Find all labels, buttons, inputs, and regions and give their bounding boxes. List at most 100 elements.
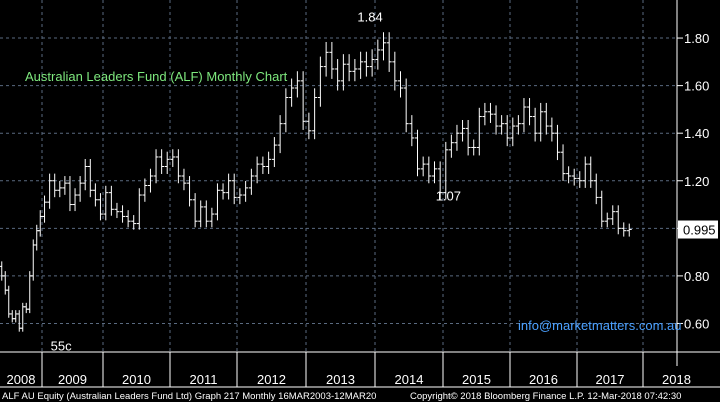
x-tick-label: 2012 bbox=[257, 372, 286, 387]
x-axis-ticks: 2008 2009 2010 2011 2012 2013 2014 2015 2016 2017… bbox=[7, 352, 691, 387]
ohlc-bar bbox=[375, 39, 381, 70]
ohlc-bar bbox=[231, 173, 237, 205]
ohlc-bar bbox=[192, 193, 198, 228]
ohlc-bar bbox=[560, 144, 566, 181]
ohlc-bar bbox=[72, 188, 78, 212]
ohlc-bar bbox=[271, 137, 277, 168]
ohlc-bar bbox=[214, 183, 220, 221]
ohlc-bar bbox=[482, 102, 488, 126]
ohlc-bar bbox=[369, 49, 375, 77]
ohlc-bar bbox=[604, 212, 610, 228]
ohlc-bar bbox=[294, 71, 300, 98]
watermark-email: info@marketmatters.com.au bbox=[518, 318, 681, 333]
ohlc-bar bbox=[125, 210, 131, 228]
ohlc-bar bbox=[306, 112, 312, 140]
ohlc-bar bbox=[403, 78, 409, 133]
ohlc-bar bbox=[515, 115, 521, 135]
ohlc-bar bbox=[329, 41, 335, 79]
x-tick-label: 2015 bbox=[462, 372, 491, 387]
y-tick-label: 1.40 bbox=[684, 126, 709, 141]
ohlc-bar bbox=[266, 151, 272, 174]
ohlc-bar bbox=[415, 129, 420, 177]
ohlc-bar bbox=[521, 98, 527, 133]
ohlc-bar bbox=[254, 156, 260, 184]
y-tick-label: 0.80 bbox=[684, 269, 709, 284]
last-price-box bbox=[678, 220, 718, 239]
ohlc-bar bbox=[237, 188, 243, 205]
ohlc-bar bbox=[187, 176, 193, 207]
ohlc-bar bbox=[52, 173, 58, 198]
ohlc-bar bbox=[392, 51, 398, 91]
ohlc-bar bbox=[487, 102, 493, 123]
ohlc-bar bbox=[448, 134, 454, 158]
ohlc-bar bbox=[57, 180, 63, 198]
ohlc-bar bbox=[437, 161, 443, 200]
ohlc-bar bbox=[283, 88, 289, 133]
ohlc-bar bbox=[97, 193, 103, 221]
ohlc-bar bbox=[159, 149, 165, 174]
ohlc-bar bbox=[248, 168, 254, 195]
ohlc-bar bbox=[47, 173, 53, 209]
ohlc-bar bbox=[588, 156, 594, 188]
x-tick-label: 2010 bbox=[122, 372, 151, 387]
ohlc-bar bbox=[420, 156, 426, 177]
ohlc-bar bbox=[77, 176, 83, 202]
ohlc-bar bbox=[323, 41, 329, 77]
ohlc-bar bbox=[220, 183, 226, 200]
horizontal-grid bbox=[0, 37, 677, 324]
ohlc-bar bbox=[82, 158, 88, 191]
ohlc-bar bbox=[67, 176, 73, 212]
ohlc-bar bbox=[277, 115, 283, 154]
ohlc-bar bbox=[335, 59, 341, 91]
ohlc-bar bbox=[549, 117, 555, 142]
ohlc-bar bbox=[317, 56, 323, 107]
ohlc-bar bbox=[593, 173, 599, 205]
ohlc-bar bbox=[108, 185, 114, 216]
ohlc-bar bbox=[409, 115, 415, 147]
y-axis-ticks: 0.60 0.80 0.995 1.20 1.40 1.60 1.80 bbox=[677, 31, 718, 331]
ohlc-bar bbox=[493, 105, 499, 135]
ohlc-bar bbox=[340, 54, 346, 91]
ohlc-bar bbox=[147, 168, 153, 193]
ohlc-bar bbox=[87, 158, 93, 198]
x-tick-label: 2016 bbox=[529, 372, 558, 387]
chart-annotations: 1.84 55c 1.07 bbox=[51, 10, 461, 354]
ohlc-bar bbox=[532, 107, 538, 142]
ohlc-bar bbox=[312, 88, 318, 140]
y-tick-label: 0.60 bbox=[684, 316, 709, 331]
ohlc-bar bbox=[571, 168, 577, 186]
annotation-label: 1.84 bbox=[357, 10, 382, 25]
x-tick-label: 2009 bbox=[58, 372, 87, 387]
ohlc-bar bbox=[198, 200, 204, 228]
ohlc-bar bbox=[432, 161, 437, 184]
ohlc-bar bbox=[527, 98, 533, 126]
ohlc-series bbox=[0, 32, 632, 332]
ohlc-bar bbox=[471, 139, 477, 156]
y-tick-label: 1.20 bbox=[684, 174, 709, 189]
ohlc-bar bbox=[136, 188, 142, 230]
ohlc-bar bbox=[300, 71, 306, 130]
last-price-label: 0.995 bbox=[683, 223, 716, 238]
x-tick-label: 2011 bbox=[190, 372, 218, 387]
ohlc-bar bbox=[426, 156, 432, 184]
ohlc-bar bbox=[610, 205, 616, 225]
ohlc-bar bbox=[577, 171, 583, 188]
ohlc-bar bbox=[170, 149, 176, 168]
ohlc-bar bbox=[114, 202, 120, 219]
ohlc-bar bbox=[398, 71, 403, 98]
ohlc-bar bbox=[454, 124, 460, 151]
footer-right-text: Copyright© 2018 Bloomberg Finance L.P. 1… bbox=[410, 391, 681, 402]
ohlc-bar bbox=[289, 78, 295, 107]
ohlc-bar bbox=[181, 168, 187, 191]
ohlc-bar bbox=[582, 156, 588, 188]
ohlc-bar bbox=[92, 183, 98, 207]
ohlc-bar bbox=[42, 195, 48, 223]
ohlc-bar bbox=[103, 185, 109, 221]
ohlc-bar bbox=[386, 32, 392, 72]
annotation-label: 55c bbox=[51, 338, 72, 353]
ohlc-bar bbox=[260, 156, 266, 174]
annotation-label: 1.07 bbox=[436, 189, 461, 204]
ohlc-bar bbox=[499, 115, 505, 135]
ohlc-bar bbox=[352, 59, 358, 82]
